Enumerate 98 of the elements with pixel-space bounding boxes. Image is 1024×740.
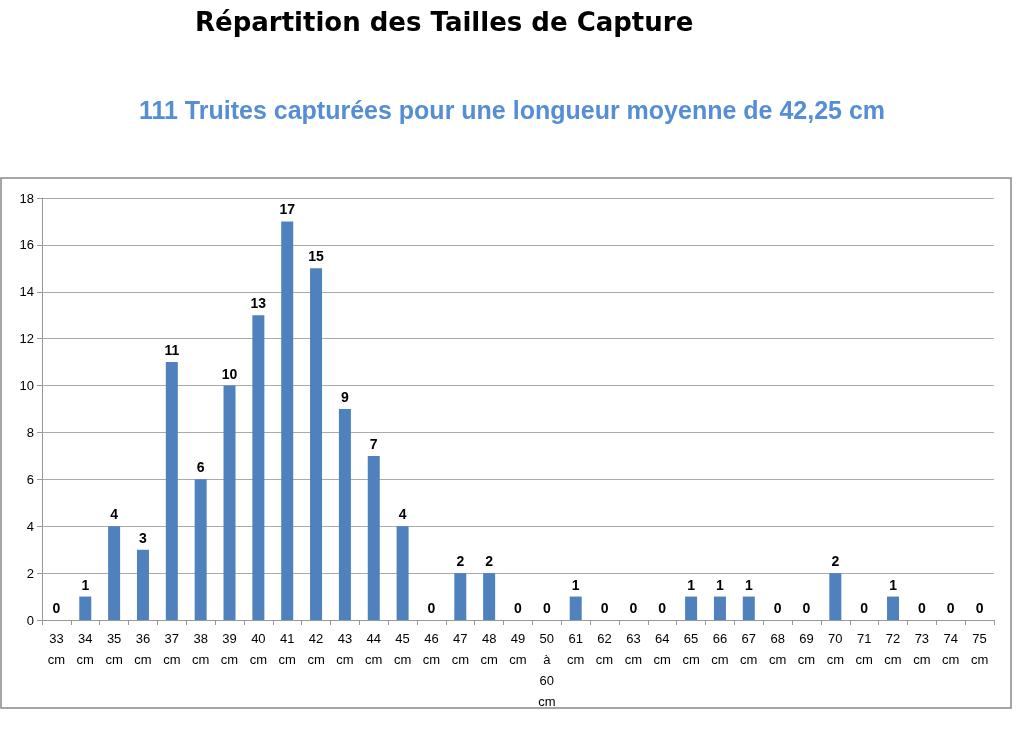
y-tick-label: 10 (19, 378, 34, 394)
y-tick-label: 8 (26, 424, 34, 440)
bar (310, 268, 323, 620)
bar (887, 596, 900, 620)
x-tick-label: 69 cm (797, 631, 816, 667)
data-label: 0 (917, 600, 926, 616)
y-tick-label: 0 (26, 612, 34, 628)
y-tick-label: 12 (19, 331, 34, 347)
data-label: 1 (889, 576, 898, 593)
x-tick-label: 39 cm (220, 631, 239, 667)
x-tick-label: 67 cm (740, 631, 758, 667)
x-tick-label: 38 cm (191, 631, 210, 667)
x-tick-label: 49 cm (509, 631, 527, 667)
x-tick-label: 36 cm (134, 631, 152, 667)
data-label: 0 (658, 600, 667, 616)
x-tick-label: 42 cm (307, 631, 325, 667)
bar (685, 596, 698, 620)
data-label: 2 (456, 553, 465, 570)
data-label: 0 (946, 600, 955, 616)
data-label: 4 (110, 506, 119, 523)
bar (338, 409, 351, 620)
x-tick-label: 62 cm (595, 631, 614, 667)
x-tick-label: 64 cm (653, 631, 671, 667)
data-label: 2 (831, 553, 840, 570)
data-label: 0 (975, 600, 984, 616)
x-tick-label: 68 cm (768, 631, 787, 667)
data-label: 7 (369, 435, 378, 452)
x-tick-label: 46 cm (422, 631, 441, 667)
data-label: 0 (514, 600, 523, 616)
chart-title: Répartition des Tailles de Capture (195, 7, 694, 37)
bar (713, 596, 726, 620)
bar (569, 596, 582, 620)
x-tick-label: 48 cm (480, 631, 498, 667)
data-label: 17 (279, 201, 296, 218)
x-tick-label: 71 cm (855, 631, 873, 667)
data-label: 1 (744, 576, 753, 593)
bar (136, 549, 149, 620)
data-label: 11 (164, 342, 180, 359)
x-tick-label: 43 cm (336, 631, 354, 667)
data-label: 0 (629, 600, 638, 616)
chart-subtitle: 111 Truites capturées pour une longueur moyenne de 42,25 cm (138, 95, 886, 124)
y-tick-label: 6 (26, 471, 34, 487)
x-tick-label: 66 cm (711, 631, 729, 667)
data-label: 6 (196, 459, 205, 476)
data-label: 3 (139, 529, 148, 546)
bar (165, 362, 178, 620)
data-label: 0 (427, 600, 436, 616)
x-tick-label: 37 cm (163, 631, 181, 667)
y-tick-label: 4 (26, 518, 34, 534)
x-tick-label: 35 cm (105, 631, 123, 667)
x-tick-label: 70 cm (826, 631, 845, 667)
data-label: 15 (308, 248, 325, 265)
y-tick-label: 2 (26, 565, 34, 581)
data-label: 0 (52, 600, 61, 616)
data-label: 1 (81, 576, 90, 593)
bar (829, 573, 842, 620)
x-tick-label: 65 cm (682, 631, 700, 667)
bar (742, 596, 755, 620)
data-label: 0 (860, 600, 869, 616)
bar (252, 315, 265, 620)
bar (367, 455, 380, 620)
bar (194, 479, 207, 620)
bar (396, 526, 409, 620)
bar (79, 596, 92, 620)
data-label: 9 (341, 389, 350, 405)
bar (281, 221, 294, 620)
data-label: 0 (600, 600, 609, 616)
x-tick-label: 45 cm (393, 631, 412, 667)
x-tick-label: 47 cm (451, 631, 469, 667)
x-tick-label: 40 cm (249, 631, 268, 667)
data-label: 10 (221, 365, 238, 382)
data-label: 1 (687, 576, 696, 593)
x-tick-label: 44 cm (365, 631, 383, 667)
data-label: 2 (485, 553, 494, 570)
y-tick-label: 16 (19, 237, 34, 253)
x-tick-label: 74 cm (942, 631, 960, 667)
x-tick-label: 61 cm (567, 631, 585, 667)
data-label: 4 (398, 506, 407, 523)
x-tick-label: 73 cm (913, 631, 931, 667)
x-tick-label: 41 cm (278, 631, 296, 667)
data-label: 0 (542, 600, 551, 616)
bar (223, 385, 236, 620)
x-tick-label: 72 cm (884, 631, 902, 667)
data-label: 13 (250, 295, 267, 312)
x-tick-label: 50 à 60 cm (538, 631, 556, 709)
x-tick-label: 34 cm (76, 631, 94, 667)
data-label: 1 (571, 576, 580, 593)
x-tick-label: 63 cm (624, 631, 643, 667)
bar (454, 573, 467, 620)
y-tick-label: 18 (19, 190, 34, 206)
x-tick-label: 33 cm (47, 631, 66, 667)
data-label: 0 (802, 600, 811, 616)
data-label: 0 (773, 600, 782, 616)
bar (108, 526, 121, 620)
data-label: 1 (716, 576, 725, 593)
x-tick-label: 75 cm (970, 631, 989, 667)
y-tick-label: 14 (19, 284, 34, 300)
bar (483, 573, 496, 620)
